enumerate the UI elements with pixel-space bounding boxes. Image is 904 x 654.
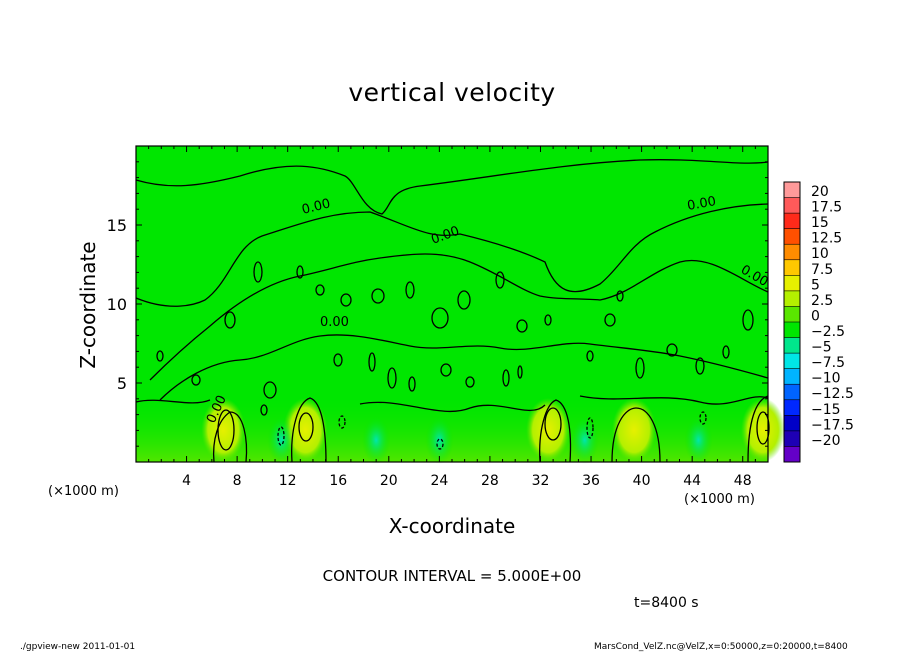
colorbar-swatch (784, 306, 800, 323)
x-tick-label: 28 (481, 473, 499, 489)
x-tick-label: 40 (633, 473, 651, 489)
colorbar-swatch (784, 415, 800, 432)
colorbar-level-label: 20 (811, 184, 829, 200)
y-tick-label: 10 (107, 295, 127, 314)
colorbar-swatch (784, 197, 800, 214)
colorbar-level-label: 2.5 (811, 293, 833, 309)
updraft-core (201, 398, 246, 462)
x-tick-label: 32 (532, 473, 550, 489)
colorbar-level-label: −20 (811, 433, 841, 449)
colorbar-level-label: −17.5 (811, 417, 854, 433)
x-tick-label: 36 (582, 473, 600, 489)
colorbar-level-label: −10 (811, 371, 841, 387)
contour-value-label: 0.00 (320, 315, 349, 330)
footer-left: ./gpview-new 2011-01-01 (20, 642, 136, 652)
contour-loop (291, 397, 327, 463)
contour-line (159, 334, 769, 401)
x-tick-label: 4 (182, 473, 191, 489)
contour-loop (539, 399, 572, 463)
colorbar-swatch (784, 290, 800, 307)
y-axis: 5 10 15 (107, 161, 768, 447)
downdraft-patch (362, 416, 391, 464)
colorbar-level-label: −5 (811, 340, 832, 356)
colorbar-swatch (784, 275, 800, 292)
colorbar-swatch (784, 322, 800, 339)
colorbar-swatch (784, 399, 800, 416)
colorbar-level-label: 0 (811, 308, 820, 324)
colorbar-swatch (784, 368, 800, 385)
colorbar-swatch (784, 182, 800, 199)
colorbar-level-label: 5 (811, 277, 820, 293)
contour-value-label: 0.00 (300, 196, 332, 218)
colorbar-level-label: 17.5 (811, 200, 842, 216)
x-tick-label: 8 (233, 473, 242, 489)
contour-loop (544, 407, 562, 441)
downdraft-patch (570, 416, 599, 464)
colorbar-swatch (784, 384, 800, 401)
y-tick-label: 15 (107, 216, 127, 235)
x-tick-label: 12 (279, 473, 297, 489)
contour-line (359, 401, 546, 413)
colorbar-swatch (784, 353, 800, 370)
colorbar-level-label: −2.5 (811, 324, 845, 340)
footer-right: MarsCond_VelZ.nc@VelZ,x=0:50000,z=0:2000… (594, 642, 848, 652)
x-tick-label: 44 (683, 473, 701, 489)
x-unit-label-left: (×1000 m) (48, 484, 119, 499)
y-tick-label: 5 (117, 374, 127, 393)
x-tick-label: 48 (734, 473, 752, 489)
field-features (201, 398, 785, 464)
colorbar: 2017.51512.5107.552.50−2.5−5−7.5−10−12.5… (783, 181, 854, 463)
colorbar-level-label: 7.5 (811, 262, 833, 278)
contour-value-label: 0.00 (686, 194, 717, 214)
chart-title: vertical velocity (348, 78, 556, 107)
small-contour-cells (156, 261, 754, 416)
colorbar-swatch (784, 213, 800, 230)
colorbar-swatch (784, 244, 800, 261)
colorbar-swatch (784, 337, 800, 354)
x-axis: 4 8 12 16 20 24 28 32 36 40 44 48 (148, 146, 756, 489)
contour-loop (212, 411, 248, 463)
contour-loop (298, 412, 314, 442)
contour-loop (611, 407, 661, 463)
contour-line (135, 203, 769, 307)
colorbar-swatch (784, 259, 800, 276)
contour-line (149, 253, 769, 381)
x-tick-label: 24 (430, 473, 448, 489)
time-label: t=8400 s (634, 595, 699, 611)
updraft-core (612, 398, 657, 462)
colorbar-level-label: 15 (811, 215, 829, 231)
downdraft-patch (425, 416, 454, 464)
contour-line (579, 395, 769, 405)
colorbar-level-label: −15 (811, 402, 841, 418)
contour-line (135, 159, 769, 215)
contour-lines (135, 159, 770, 463)
contour-line (135, 399, 211, 404)
contour-interval-label: CONTOUR INTERVAL = 5.000E+00 (322, 567, 582, 585)
downdraft-patch (267, 416, 296, 464)
x-unit-label-right: (×1000 m) (684, 492, 755, 507)
colorbar-level-label: 12.5 (811, 231, 842, 247)
colorbar-level-label: −12.5 (811, 386, 854, 402)
x-tick-label: 16 (329, 473, 347, 489)
x-axis-label: X-coordinate (388, 514, 516, 538)
colorbar-swatch (784, 446, 800, 463)
colorbar-level-label: 10 (811, 246, 829, 262)
contour-loop (747, 395, 769, 463)
colorbar-swatch (784, 228, 800, 245)
downdraft-patch (684, 416, 713, 464)
updraft-core (740, 398, 785, 462)
x-tick-label: 20 (380, 473, 398, 489)
contour-value-labels: 0.000.000.000.000.000.00 (204, 194, 771, 426)
colorbar-swatch (784, 430, 800, 447)
dashed-contours (277, 411, 707, 450)
colorbar-level-label: −7.5 (811, 355, 845, 371)
contour-loop (756, 411, 770, 445)
